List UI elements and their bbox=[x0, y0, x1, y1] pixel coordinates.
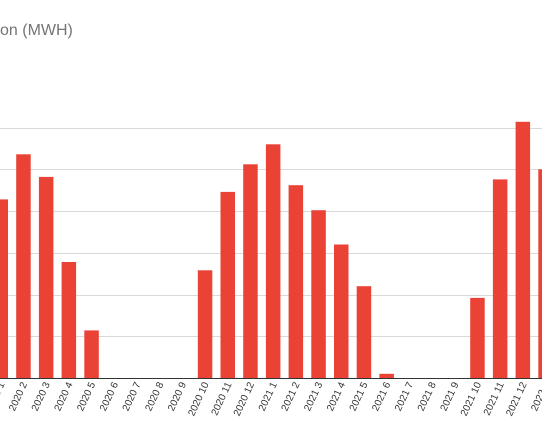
x-tick-label: 2020 11 bbox=[210, 380, 235, 417]
chart-title: on (MWH) bbox=[0, 22, 73, 39]
x-tick-label: 2021 6 bbox=[370, 380, 393, 413]
x-tick-label: 2020 4 bbox=[53, 380, 76, 413]
bar bbox=[515, 121, 531, 379]
bar bbox=[356, 286, 372, 378]
bar bbox=[288, 185, 304, 378]
x-tick-label: 2020 5 bbox=[75, 380, 98, 413]
bar bbox=[470, 297, 485, 378]
x-tick-label: 2020 7 bbox=[121, 380, 144, 413]
x-tick-label: 2021 12 bbox=[504, 380, 529, 418]
x-tick-label: 2021 1 bbox=[257, 380, 280, 413]
x-tick-label: 2021 2 bbox=[280, 380, 303, 413]
x-tick-labels: 2020 1 2020 2 2020 3 2020 4 2020 5 2020 6 2020… bbox=[0, 380, 542, 418]
bar bbox=[61, 262, 77, 378]
x-tick-label: 2021 7 bbox=[393, 380, 416, 413]
x-tick-label: 2021 4 bbox=[325, 380, 348, 413]
bar bbox=[16, 154, 31, 378]
bar bbox=[538, 169, 542, 378]
x-tick-label: 2020 2 bbox=[7, 380, 30, 413]
bar bbox=[379, 373, 394, 378]
bar bbox=[0, 199, 8, 378]
x-tick-label: 2020 12 bbox=[232, 380, 257, 418]
x-tick-label: 2020 9 bbox=[166, 380, 189, 413]
x-tick-label: 2021 10 bbox=[459, 380, 484, 418]
bar bbox=[220, 191, 235, 378]
bar bbox=[334, 244, 349, 378]
x-tick-label: 2020 8 bbox=[144, 380, 167, 413]
x-tick-label: 2020 6 bbox=[98, 380, 121, 413]
bar bbox=[311, 210, 326, 378]
bar bbox=[38, 176, 54, 378]
bars bbox=[0, 121, 542, 379]
x-tick-label: 2021 3 bbox=[302, 380, 325, 413]
bar bbox=[197, 270, 213, 378]
x-tick-label: 2022 1 bbox=[529, 380, 542, 413]
bar bbox=[243, 164, 258, 378]
x-tick-label: 2020 10 bbox=[186, 380, 211, 418]
x-tick-label: 2021 8 bbox=[416, 380, 439, 413]
x-tick-label: 2021 5 bbox=[348, 380, 371, 413]
x-tick-label: 2021 9 bbox=[439, 380, 462, 413]
bar bbox=[265, 144, 281, 378]
bar bbox=[84, 330, 99, 378]
bar bbox=[492, 179, 508, 378]
x-tick-label: 2020 3 bbox=[30, 380, 53, 413]
x-tick-label: 2021 11 bbox=[482, 380, 507, 417]
